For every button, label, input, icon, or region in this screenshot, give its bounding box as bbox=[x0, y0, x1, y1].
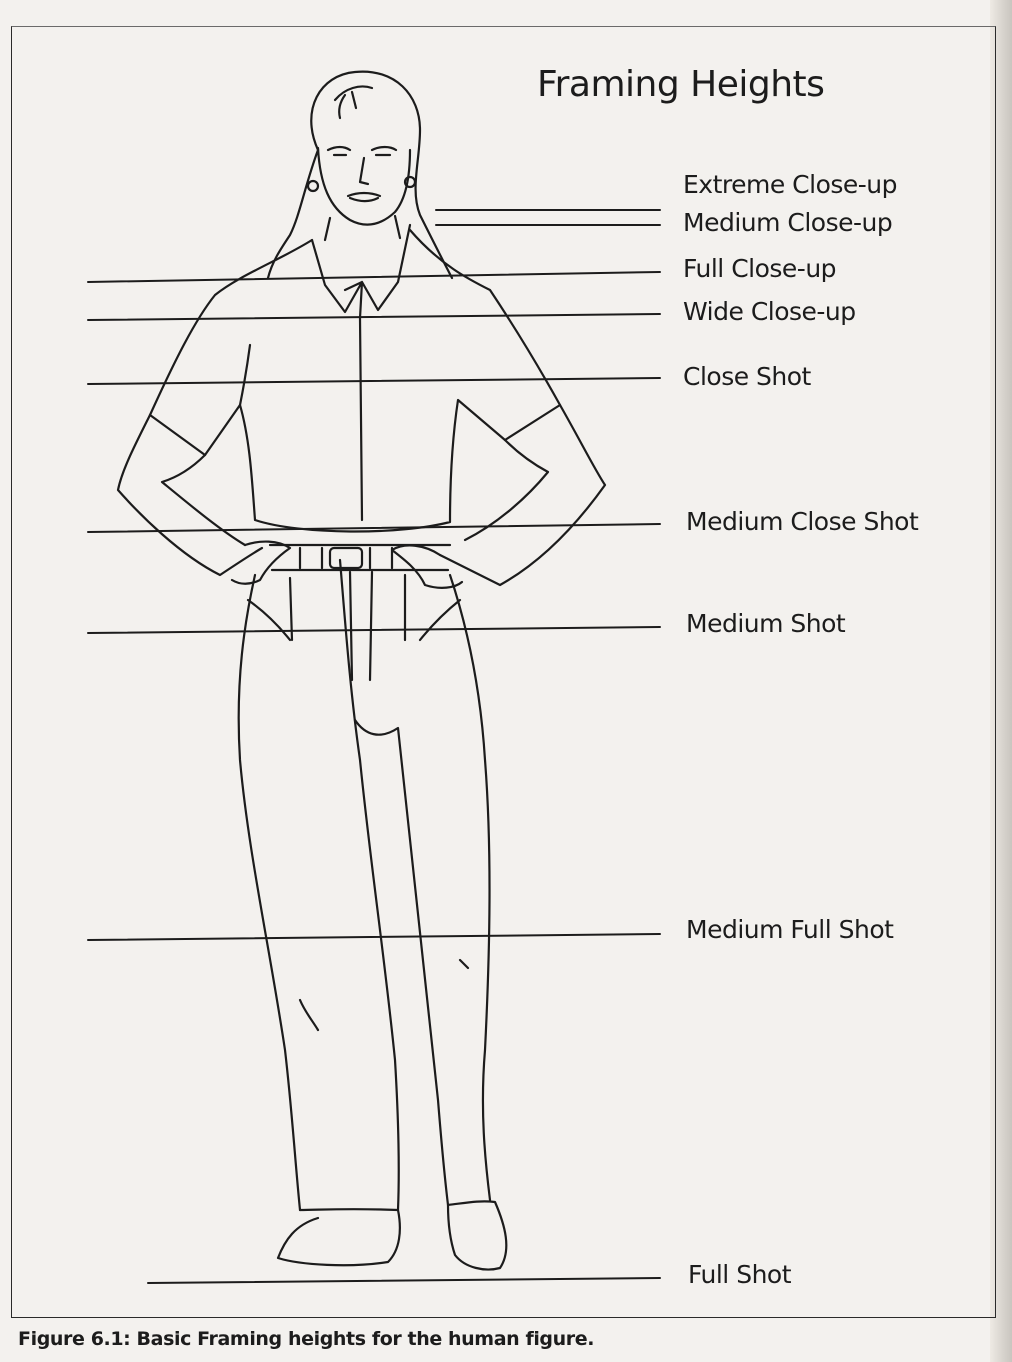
pants-inner-right bbox=[353, 718, 450, 1207]
mouth bbox=[346, 191, 382, 203]
right-arm bbox=[438, 403, 607, 587]
label-wide-close-up: Wide Close-up bbox=[683, 297, 856, 326]
shirt-center bbox=[238, 316, 364, 522]
pants-left-leg bbox=[237, 573, 302, 1212]
belt-buckle bbox=[328, 546, 364, 570]
pants-right-leg bbox=[448, 573, 492, 1202]
label-extreme-close-up: Extreme Close-up bbox=[683, 170, 898, 199]
belt bbox=[268, 543, 452, 572]
nose bbox=[358, 156, 370, 186]
fly bbox=[348, 570, 374, 682]
hair-strands bbox=[333, 85, 374, 120]
line-medium-close-shot bbox=[87, 523, 661, 533]
earring-left bbox=[306, 179, 320, 193]
line-close-shot bbox=[87, 377, 661, 385]
hair-left bbox=[266, 148, 320, 280]
label-medium-close-shot: Medium Close Shot bbox=[686, 507, 919, 536]
neck bbox=[323, 214, 402, 242]
pockets bbox=[246, 573, 462, 642]
label-medium-full-shot: Medium Full Shot bbox=[686, 915, 894, 944]
earring-right bbox=[403, 175, 417, 189]
line-full-close-up bbox=[87, 271, 661, 283]
left-hand bbox=[230, 540, 292, 585]
label-close-shot: Close Shot bbox=[683, 362, 811, 391]
label-medium-shot: Medium Shot bbox=[686, 609, 846, 638]
label-full-shot: Full Shot bbox=[688, 1260, 792, 1289]
shirt-left bbox=[148, 228, 562, 533]
knee-crease bbox=[298, 958, 470, 1032]
left-arm bbox=[116, 413, 264, 577]
right-shoe bbox=[446, 1200, 508, 1271]
hair-outline bbox=[310, 70, 454, 280]
pants-inner-left bbox=[338, 558, 400, 1212]
left-shoe bbox=[276, 1208, 401, 1267]
face-outline bbox=[316, 146, 412, 226]
line-wide-close-up bbox=[87, 313, 661, 321]
line-medium-shot bbox=[87, 626, 661, 634]
line-medium-full-shot bbox=[87, 933, 661, 941]
label-full-close-up: Full Close-up bbox=[683, 254, 837, 283]
figure-frame bbox=[11, 26, 996, 1318]
figure-title: Framing Heights bbox=[537, 64, 825, 105]
figure-caption: Figure 6.1: Basic Framing heights for th… bbox=[18, 1328, 595, 1350]
collar bbox=[310, 223, 412, 320]
label-medium-close-up: Medium Close-up bbox=[683, 208, 893, 237]
line-full-shot bbox=[147, 1277, 661, 1284]
eyes bbox=[326, 145, 398, 157]
